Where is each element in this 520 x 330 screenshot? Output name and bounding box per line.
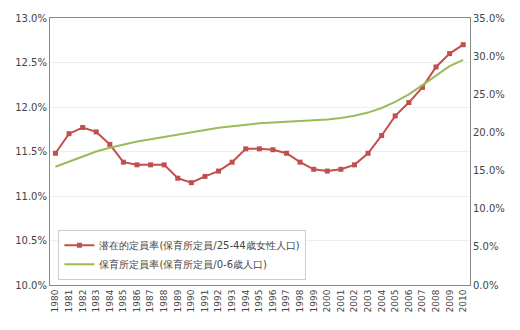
svg-text:15.0%: 15.0% (473, 165, 505, 176)
svg-text:1997: 1997 (281, 290, 291, 313)
svg-text:1993: 1993 (227, 290, 237, 313)
svg-text:2010: 2010 (458, 289, 468, 312)
svg-text:1984: 1984 (105, 289, 115, 312)
svg-text:2005: 2005 (390, 290, 400, 313)
svg-text:2002: 2002 (349, 290, 359, 313)
svg-text:1980: 1980 (50, 289, 60, 312)
svg-text:1996: 1996 (268, 289, 278, 312)
svg-text:10.5%: 10.5% (15, 235, 47, 246)
svg-text:2004: 2004 (377, 289, 387, 312)
svg-text:5.0%: 5.0% (473, 241, 498, 252)
svg-text:13.0%: 13.0% (15, 13, 47, 24)
svg-text:1988: 1988 (159, 289, 169, 312)
svg-text:2009: 2009 (445, 289, 455, 312)
svg-text:1999: 1999 (309, 289, 319, 312)
svg-text:25.0%: 25.0% (473, 89, 505, 100)
svg-text:2001: 2001 (336, 290, 346, 313)
svg-text:潜在的定員率(保育所定員/25-44歳女性人口): 潜在的定員率(保育所定員/25-44歳女性人口) (99, 240, 299, 251)
svg-text:12.0%: 12.0% (15, 102, 47, 113)
svg-text:30.0%: 30.0% (473, 51, 505, 62)
svg-text:保育所定員率(保育所定員/0-6歳人口): 保育所定員率(保育所定員/0-6歳人口) (99, 259, 267, 270)
svg-text:1985: 1985 (118, 290, 128, 313)
svg-text:11.5%: 11.5% (15, 146, 47, 157)
svg-text:2003: 2003 (363, 290, 373, 313)
svg-text:1986: 1986 (132, 289, 142, 312)
svg-text:0.0%: 0.0% (473, 280, 498, 291)
svg-text:1983: 1983 (91, 290, 101, 313)
svg-text:1990: 1990 (186, 289, 196, 312)
svg-text:1982: 1982 (78, 290, 88, 313)
svg-text:1991: 1991 (200, 290, 210, 313)
svg-text:10.0%: 10.0% (473, 203, 505, 214)
svg-text:20.0%: 20.0% (473, 127, 505, 138)
svg-text:12.5%: 12.5% (15, 57, 47, 68)
svg-text:1998: 1998 (295, 289, 305, 312)
svg-text:35.0%: 35.0% (473, 13, 505, 24)
svg-text:1987: 1987 (146, 290, 156, 313)
svg-text:2006: 2006 (404, 289, 414, 312)
svg-text:11.0%: 11.0% (15, 191, 47, 202)
svg-text:10.0%: 10.0% (15, 280, 47, 291)
svg-text:1992: 1992 (213, 290, 223, 313)
svg-text:2000: 2000 (322, 289, 332, 312)
svg-text:1989: 1989 (173, 289, 183, 312)
svg-text:1981: 1981 (64, 290, 74, 313)
svg-text:2008: 2008 (431, 289, 441, 312)
svg-text:1994: 1994 (241, 289, 251, 312)
svg-text:1995: 1995 (254, 290, 264, 313)
svg-text:2007: 2007 (417, 290, 427, 313)
